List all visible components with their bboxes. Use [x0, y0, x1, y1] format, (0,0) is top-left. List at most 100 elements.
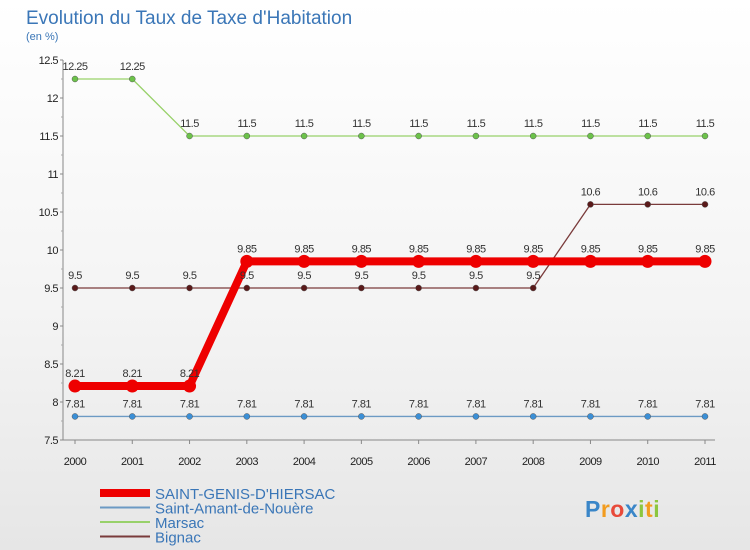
data-point-saint-amant-de-nou-re	[358, 413, 365, 420]
x-tick-label: 2009	[579, 456, 602, 468]
data-point-bignac	[529, 284, 537, 292]
data-label-marsac: 11.5	[180, 118, 199, 130]
data-label-saint-genis-d-hiersac: 8.21	[65, 368, 85, 380]
chart-title: Evolution du Taux de Taxe d'Habitation	[26, 8, 352, 29]
series-line-bignac	[75, 203, 705, 289]
data-point-marsac	[415, 132, 422, 140]
data-label-saint-genis-d-hiersac: 9.85	[638, 243, 658, 255]
data-point-bignac	[243, 284, 251, 292]
series-line-marsac	[75, 78, 705, 137]
series-layer	[68, 75, 712, 420]
logo-letter: i	[638, 496, 645, 522]
data-label-bignac: 9.5	[526, 270, 540, 282]
x-tick-label: 2004	[293, 456, 316, 468]
data-point-bignac	[644, 201, 651, 208]
y-tick-label: 7.5	[44, 435, 58, 447]
logo-letter: x	[625, 496, 638, 522]
data-point-saint-genis-d-hiersac	[125, 379, 139, 393]
logo-letter: i	[653, 496, 660, 522]
series-line-saint-genis-d-hiersac	[75, 257, 705, 391]
data-label-marsac: 11.5	[467, 118, 486, 130]
data-label-marsac: 11.5	[295, 118, 314, 130]
data-point-saint-amant-de-nou-re	[529, 413, 537, 420]
data-label-saint-amant-de-nou-re: 7.81	[409, 398, 429, 410]
data-label-saint-genis-d-hiersac: 9.85	[581, 243, 601, 255]
data-label-bignac: 9.5	[125, 270, 139, 282]
data-label-saint-amant-de-nou-re: 7.81	[294, 398, 314, 410]
data-label-saint-genis-d-hiersac: 8.21	[180, 368, 200, 380]
data-point-marsac	[529, 132, 537, 140]
legend: SAINT-GENIS-D'HIERSACSaint-Amant-de-Nouè…	[100, 486, 336, 547]
data-point-marsac	[243, 132, 251, 140]
data-point-saint-genis-d-hiersac	[240, 254, 254, 268]
data-label-saint-amant-de-nou-re: 7.81	[65, 398, 85, 410]
data-label-saint-genis-d-hiersac: 9.85	[294, 243, 314, 255]
data-point-saint-genis-d-hiersac	[354, 254, 368, 268]
data-point-bignac	[129, 284, 136, 292]
data-point-saint-genis-d-hiersac	[469, 254, 483, 268]
data-point-bignac	[71, 284, 79, 292]
data-point-bignac	[587, 201, 594, 208]
data-label-saint-genis-d-hiersac: 8.21	[123, 368, 143, 380]
data-point-saint-amant-de-nou-re	[701, 413, 709, 420]
data-point-marsac	[358, 132, 365, 140]
data-label-bignac: 9.5	[469, 270, 483, 282]
x-tick-label: 2003	[236, 456, 259, 468]
legend-label: Marsac	[155, 515, 205, 532]
data-point-marsac	[701, 132, 709, 140]
data-point-marsac	[71, 75, 79, 83]
y-tick-label: 9	[52, 321, 58, 333]
data-label-bignac: 9.5	[297, 270, 311, 282]
data-label-saint-amant-de-nou-re: 7.81	[466, 398, 486, 410]
logo-letter: o	[610, 496, 625, 522]
logo-wordmark: Proxiti	[585, 496, 660, 522]
data-point-saint-amant-de-nou-re	[129, 413, 136, 420]
data-point-saint-amant-de-nou-re	[186, 413, 193, 420]
data-point-saint-amant-de-nou-re	[243, 413, 251, 420]
data-label-saint-genis-d-hiersac: 9.85	[523, 243, 543, 255]
data-point-bignac	[415, 284, 422, 292]
data-point-saint-amant-de-nou-re	[587, 413, 594, 420]
x-tick-label: 2007	[465, 456, 488, 468]
x-tick-label: 2010	[636, 456, 659, 468]
data-point-saint-genis-d-hiersac	[412, 254, 426, 268]
data-label-saint-amant-de-nou-re: 7.81	[180, 398, 200, 410]
y-tick-label: 10	[47, 245, 59, 257]
data-point-marsac	[472, 132, 480, 140]
x-tick-label: 2011	[694, 456, 716, 468]
data-label-marsac: 11.5	[581, 118, 600, 130]
y-tick-label: 12	[47, 93, 59, 105]
data-label-bignac: 9.5	[354, 270, 368, 282]
data-label-bignac: 9.5	[68, 270, 82, 282]
y-tick-label: 12.5	[39, 55, 59, 67]
data-label-marsac: 12.25	[120, 61, 145, 73]
x-tick-label: 2000	[64, 456, 87, 468]
data-label-saint-amant-de-nou-re: 7.81	[352, 398, 372, 410]
data-point-saint-amant-de-nou-re	[415, 413, 422, 420]
data-point-saint-amant-de-nou-re	[71, 413, 79, 420]
logo-letter: r	[601, 496, 610, 522]
data-label-saint-amant-de-nou-re: 7.81	[695, 398, 715, 410]
data-point-saint-amant-de-nou-re	[644, 413, 651, 420]
proxiti-logo: Proxiti	[585, 496, 660, 522]
x-tick-label: 2002	[178, 456, 201, 468]
data-point-bignac	[472, 284, 480, 292]
data-point-bignac	[701, 201, 709, 208]
data-label-saint-amant-de-nou-re: 7.81	[581, 398, 601, 410]
data-label-bignac: 10.6	[695, 186, 715, 198]
y-tick-label: 8	[52, 397, 58, 409]
data-point-marsac	[186, 132, 193, 140]
data-label-saint-genis-d-hiersac: 9.85	[695, 243, 715, 255]
logo-letter: t	[645, 496, 653, 522]
data-label-saint-amant-de-nou-re: 7.81	[123, 398, 143, 410]
data-label-marsac: 11.5	[238, 118, 257, 130]
data-label-bignac: 9.5	[412, 270, 426, 282]
data-point-marsac	[129, 75, 136, 83]
data-point-bignac	[186, 284, 193, 292]
y-tick-label: 9.5	[44, 283, 58, 295]
chart-subtitle: (en %)	[26, 31, 58, 43]
data-label-bignac: 10.6	[638, 186, 658, 198]
data-label-saint-genis-d-hiersac: 9.85	[466, 243, 486, 255]
data-label-saint-amant-de-nou-re: 7.81	[638, 398, 658, 410]
